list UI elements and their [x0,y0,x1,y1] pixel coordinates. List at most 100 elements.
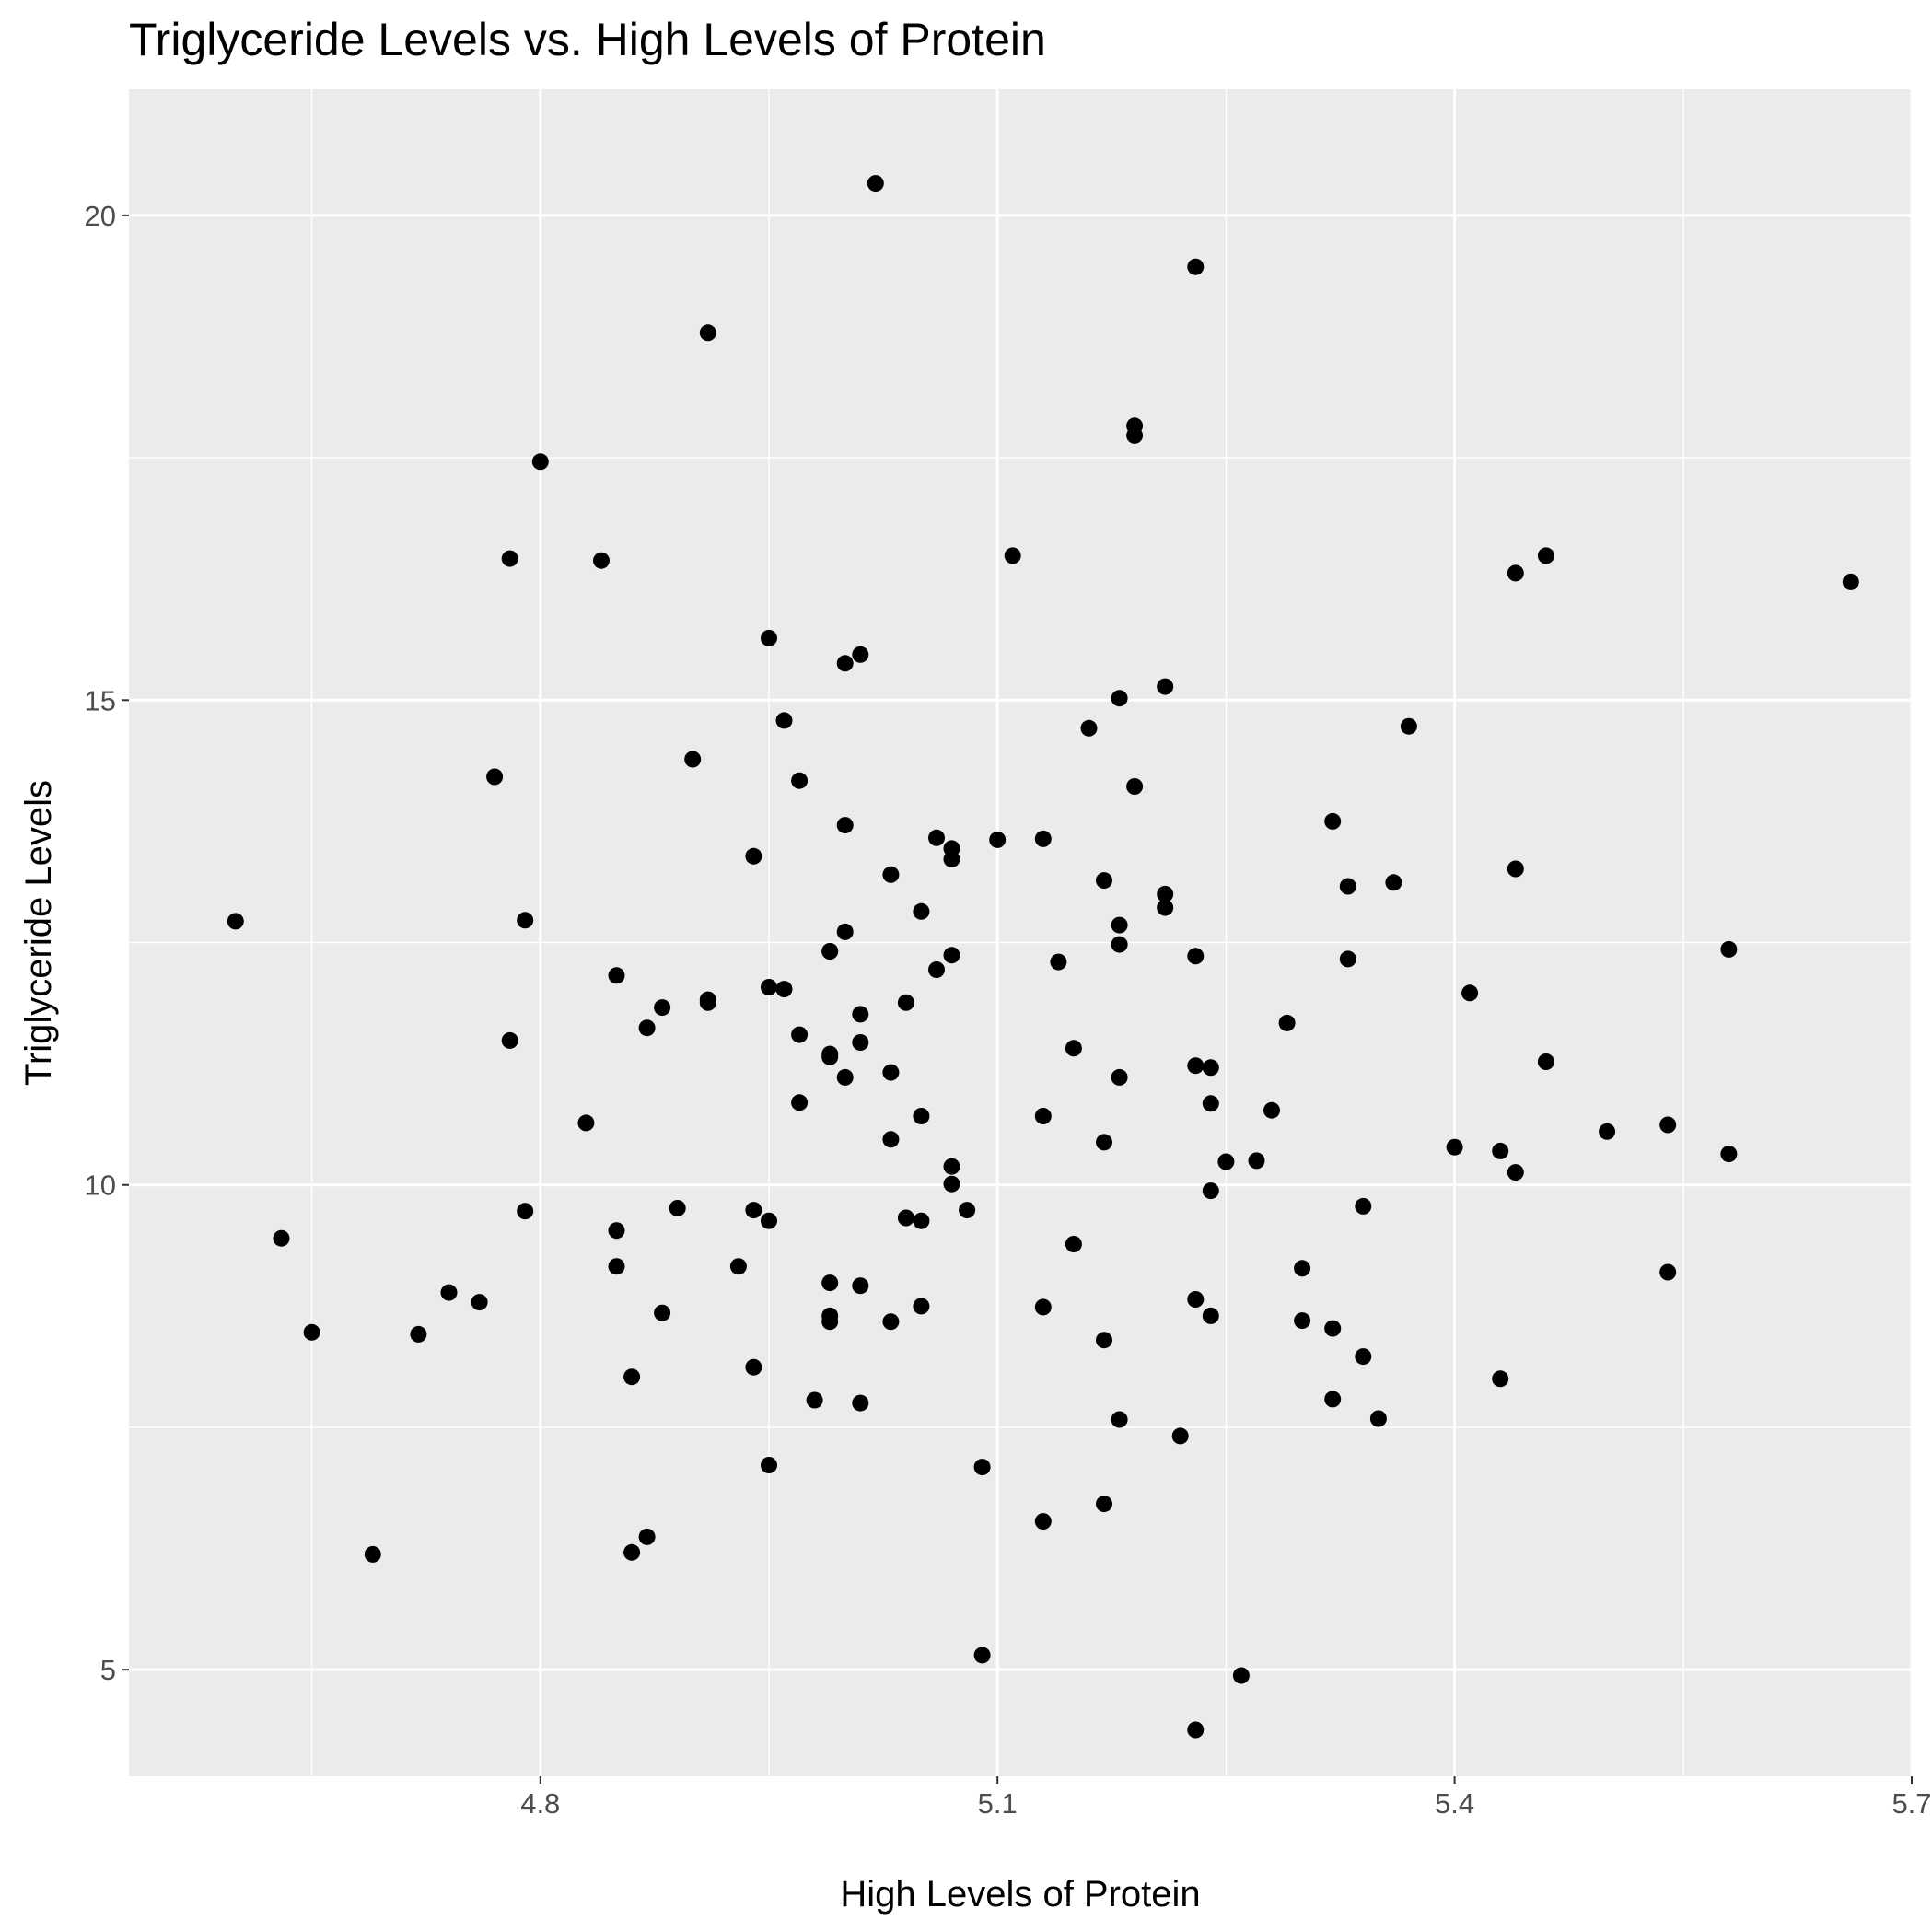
data-point [638,1019,656,1037]
data-point [1126,426,1144,444]
data-point [669,1200,686,1216]
data-point [1004,547,1021,564]
data-point [913,1298,930,1315]
data-point [913,1108,930,1124]
data-point [1720,940,1738,958]
data-point [882,1131,900,1148]
data-point [1096,1134,1112,1151]
data-point [761,1212,777,1229]
y-tick-label: 20 [85,200,116,232]
data-point [1339,878,1356,895]
data-point [1202,1182,1219,1200]
data-point [791,772,809,789]
data-point [959,1202,976,1219]
data-point [1537,547,1554,564]
data-point [882,1313,900,1331]
data-point [1111,936,1128,953]
data-point [1461,984,1479,1002]
data-point [1720,1146,1738,1163]
data-point [364,1545,381,1563]
data-point [852,1006,869,1023]
data-point [836,655,854,672]
data-point [1339,950,1356,968]
data-point [577,1114,595,1132]
data-point [1111,1068,1128,1086]
data-point [1065,1236,1082,1252]
data-point [867,175,884,192]
data-point [852,1034,869,1051]
data-point [1446,1138,1463,1156]
data-point [1355,1348,1372,1366]
data-point [928,961,945,978]
data-point [699,994,716,1011]
data-point [1080,719,1098,737]
data-point [745,1358,762,1376]
data-point [836,923,854,940]
data-point [913,902,930,920]
data-point [654,1304,671,1321]
data-point [1842,573,1859,590]
data-point [913,1212,930,1229]
data-point [1599,1123,1616,1140]
data-point [1034,1513,1052,1530]
data-point [1111,690,1128,707]
data-point [1278,1014,1296,1031]
data-point [1324,812,1342,830]
data-point [836,1068,854,1086]
data-point [943,947,960,964]
data-point [852,646,869,663]
data-point [791,1094,809,1111]
data-point [1126,778,1144,795]
data-point [897,1209,914,1227]
data-point [623,1368,641,1386]
data-point [699,324,716,342]
data-point [973,1459,991,1476]
data-point [501,1031,518,1049]
data-point [821,943,839,960]
data-point [1187,1721,1205,1739]
data-point [501,550,518,567]
data-point [1263,1101,1280,1119]
data-point [821,1048,839,1065]
data-point [1096,1332,1112,1349]
data-point [852,1394,869,1412]
data-point [943,1158,960,1175]
data-point [1324,1391,1342,1408]
y-axis-title: Triglyceride Levels [18,780,59,1086]
y-tick-label: 15 [85,684,116,716]
data-point [806,1391,823,1409]
data-point [729,1258,747,1275]
data-point [852,1277,869,1295]
data-point [1659,1116,1677,1134]
data-point [1537,1053,1554,1070]
data-point [1202,1307,1219,1324]
data-point [775,981,793,998]
data-point [1294,1312,1311,1330]
data-point [1385,874,1402,891]
data-point [410,1325,427,1343]
x-tick-label: 5.1 [978,1787,1018,1820]
data-point [1507,860,1524,878]
data-point [1294,1260,1311,1277]
x-tick-label: 4.8 [520,1787,560,1820]
y-axis-ticks: 5 10 15 20 [85,200,129,1686]
data-point [745,1202,762,1219]
data-point [1202,1095,1219,1112]
data-point [1096,1496,1112,1513]
x-tick-label: 5.7 [1891,1787,1931,1820]
data-point [989,831,1007,848]
data-point [821,1313,839,1331]
data-point [471,1294,488,1311]
data-point [1659,1263,1677,1281]
data-point [1111,1411,1128,1428]
data-point [882,1064,900,1081]
data-point [1157,899,1174,916]
data-point [943,1175,960,1193]
data-point [608,1258,625,1275]
chart-title: Triglyceride Levels vs. High Levels of P… [129,14,1046,65]
data-point [1217,1153,1235,1170]
data-point [1202,1059,1219,1077]
data-point [227,913,244,930]
data-point [821,1274,839,1292]
